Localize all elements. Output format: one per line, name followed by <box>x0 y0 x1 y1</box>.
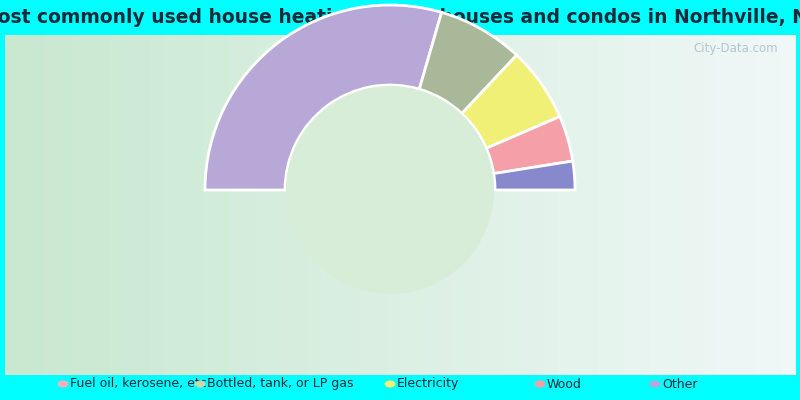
Bar <box>663 35 678 375</box>
Bar <box>202 35 217 375</box>
Bar <box>769 35 783 375</box>
Bar <box>361 35 374 375</box>
Bar <box>71 35 85 375</box>
Bar <box>610 35 625 375</box>
Bar <box>176 35 190 375</box>
Bar <box>190 35 203 375</box>
Bar <box>294 35 309 375</box>
Text: Bottled, tank, or LP gas: Bottled, tank, or LP gas <box>207 378 354 390</box>
Bar <box>742 35 757 375</box>
Bar <box>216 35 230 375</box>
Bar <box>5 35 19 375</box>
Bar <box>584 35 598 375</box>
Bar <box>97 35 111 375</box>
Bar <box>308 35 322 375</box>
Bar <box>229 35 243 375</box>
Wedge shape <box>419 12 517 114</box>
Bar <box>242 35 256 375</box>
Bar <box>400 35 414 375</box>
Bar <box>321 35 335 375</box>
Bar <box>413 35 427 375</box>
Wedge shape <box>494 161 575 190</box>
Wedge shape <box>486 116 573 174</box>
Bar <box>18 35 32 375</box>
Text: Fuel oil, kerosene, etc.: Fuel oil, kerosene, etc. <box>70 378 210 390</box>
Bar <box>506 35 519 375</box>
Bar <box>334 35 348 375</box>
Text: Most commonly used house heating fuel in houses and condos in Northville, NY: Most commonly used house heating fuel in… <box>0 8 800 27</box>
Bar <box>282 35 296 375</box>
Ellipse shape <box>385 380 395 388</box>
Ellipse shape <box>194 380 206 388</box>
Bar <box>374 35 388 375</box>
Bar <box>163 35 177 375</box>
Ellipse shape <box>534 380 546 388</box>
Bar <box>729 35 743 375</box>
Bar <box>518 35 533 375</box>
Bar <box>387 35 401 375</box>
Bar <box>347 35 362 375</box>
Bar <box>150 35 164 375</box>
Bar <box>571 35 586 375</box>
Bar <box>624 35 638 375</box>
Bar <box>426 35 441 375</box>
Bar <box>123 35 138 375</box>
Bar <box>545 35 559 375</box>
Bar <box>84 35 98 375</box>
Bar <box>492 35 506 375</box>
Bar <box>439 35 454 375</box>
Text: Other: Other <box>662 378 698 390</box>
Wedge shape <box>462 55 560 148</box>
Bar <box>755 35 770 375</box>
Bar <box>637 35 651 375</box>
Bar <box>137 35 151 375</box>
Bar <box>703 35 717 375</box>
Text: Wood: Wood <box>547 378 582 390</box>
Wedge shape <box>205 5 442 190</box>
Bar <box>268 35 282 375</box>
Bar <box>598 35 612 375</box>
Bar <box>466 35 480 375</box>
Bar <box>716 35 730 375</box>
Bar <box>532 35 546 375</box>
Circle shape <box>286 86 494 294</box>
Ellipse shape <box>58 380 69 388</box>
Bar <box>58 35 72 375</box>
Bar <box>558 35 572 375</box>
Bar <box>690 35 704 375</box>
Bar <box>110 35 125 375</box>
Bar <box>31 35 46 375</box>
Ellipse shape <box>650 380 661 388</box>
Bar <box>453 35 467 375</box>
Bar <box>650 35 664 375</box>
Text: City-Data.com: City-Data.com <box>694 42 778 55</box>
Bar <box>255 35 270 375</box>
Bar <box>45 35 58 375</box>
Bar <box>677 35 690 375</box>
Bar <box>479 35 493 375</box>
Bar <box>782 35 796 375</box>
Text: Electricity: Electricity <box>397 378 459 390</box>
